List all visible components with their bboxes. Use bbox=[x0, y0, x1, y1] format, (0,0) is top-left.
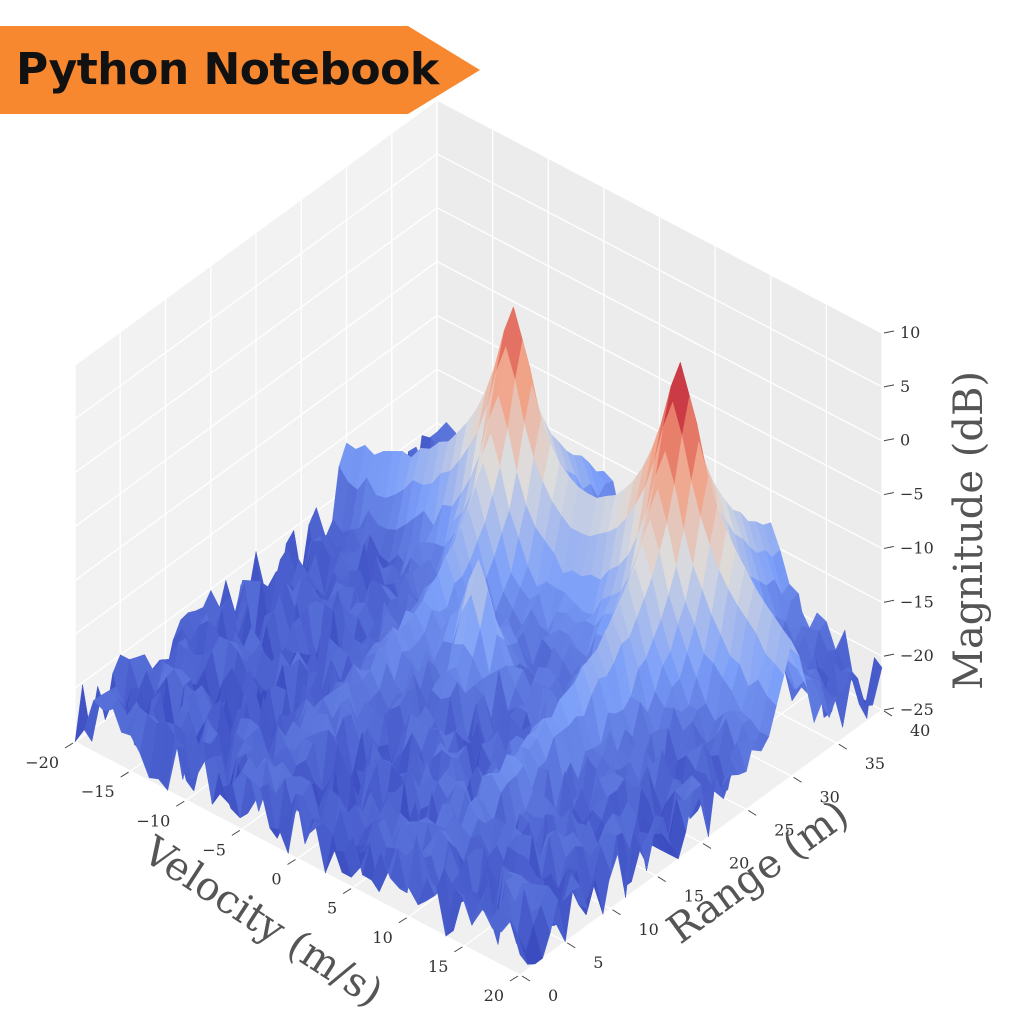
grid-line bbox=[436, 207, 883, 442]
x-tick-mark bbox=[287, 859, 296, 865]
grid-line bbox=[74, 153, 438, 420]
x-tick-mark bbox=[231, 829, 241, 836]
y-tick-label: 25 bbox=[774, 820, 794, 839]
grid-line bbox=[74, 368, 438, 635]
grid-line bbox=[74, 207, 438, 474]
x-tick-label: −5 bbox=[202, 840, 226, 859]
x-tick-mark bbox=[175, 800, 185, 807]
y-tick-label: 15 bbox=[684, 887, 704, 906]
y-tick-mark bbox=[793, 776, 802, 783]
x-tick-mark bbox=[64, 742, 74, 749]
y-tick-mark bbox=[883, 710, 893, 717]
grid-line bbox=[74, 99, 438, 366]
y-tick-mark bbox=[612, 909, 621, 916]
y-tick-mark bbox=[747, 809, 757, 816]
surface-patch bbox=[510, 921, 528, 965]
x-tick-label: 10 bbox=[372, 928, 392, 947]
z-tick-label: −25 bbox=[900, 700, 934, 719]
y-tick-label: 30 bbox=[820, 787, 840, 806]
grid-line bbox=[436, 99, 883, 334]
z-tick-mark bbox=[883, 384, 895, 388]
z-axis-label: Magnitude (dB) bbox=[946, 371, 992, 690]
z-tick-mark bbox=[883, 330, 895, 334]
x-tick-mark bbox=[120, 771, 129, 778]
y-tick-mark bbox=[566, 942, 576, 949]
z-tick-mark bbox=[883, 599, 895, 603]
x-tick-label: −10 bbox=[136, 811, 170, 830]
y-tick-mark bbox=[521, 975, 531, 982]
y-tick-label: 20 bbox=[729, 854, 749, 873]
z-tick-mark bbox=[883, 492, 895, 496]
z-tick-label: 5 bbox=[900, 377, 910, 396]
z-tick-mark bbox=[883, 438, 895, 442]
notebook-banner bbox=[0, 26, 480, 114]
x-tick-label: −20 bbox=[25, 753, 59, 772]
y-tick-label: 5 bbox=[593, 953, 603, 972]
y-tick-mark bbox=[657, 876, 667, 883]
z-tick-label: 0 bbox=[900, 431, 910, 450]
x-tick-label: 0 bbox=[271, 870, 281, 889]
x-tick-label: 5 bbox=[327, 899, 337, 918]
z-tick-mark bbox=[883, 707, 895, 711]
surface-mesh bbox=[74, 306, 883, 965]
y-tick-label: 40 bbox=[910, 721, 930, 740]
banner-arrow-shape bbox=[0, 26, 480, 114]
z-tick-label: −10 bbox=[900, 538, 934, 557]
y-tick-label: 0 bbox=[548, 986, 558, 1005]
z-tick-mark bbox=[883, 653, 895, 657]
x-tick-label: 20 bbox=[484, 986, 504, 1005]
z-tick-label: −20 bbox=[900, 646, 934, 665]
grid-line bbox=[74, 314, 438, 581]
y-tick-label: 10 bbox=[639, 920, 659, 939]
grid-line bbox=[74, 261, 438, 528]
x-tick-mark bbox=[398, 917, 408, 924]
axes-ticks: −20 −15 −10 −5 0 5 10 15 20 0 5 10 15 20 25 30 35 40 −25 −2… bbox=[25, 323, 934, 1005]
x-tick-mark bbox=[454, 946, 463, 953]
y-tick-mark bbox=[838, 743, 848, 750]
y-tick-label: 35 bbox=[865, 754, 885, 773]
x-tick-label: −15 bbox=[81, 782, 115, 801]
grid-line bbox=[436, 260, 883, 496]
x-tick-mark bbox=[509, 975, 519, 982]
y-tick-mark bbox=[702, 843, 712, 849]
z-tick-label: 10 bbox=[900, 323, 920, 342]
z-tick-label: −15 bbox=[900, 592, 934, 611]
x-tick-label: 15 bbox=[428, 957, 448, 976]
grid-line bbox=[436, 153, 883, 388]
x-tick-mark bbox=[342, 888, 352, 895]
z-tick-mark bbox=[883, 545, 895, 549]
z-tick-label: −5 bbox=[900, 485, 924, 504]
banner-label: Python Notebook bbox=[16, 44, 439, 95]
